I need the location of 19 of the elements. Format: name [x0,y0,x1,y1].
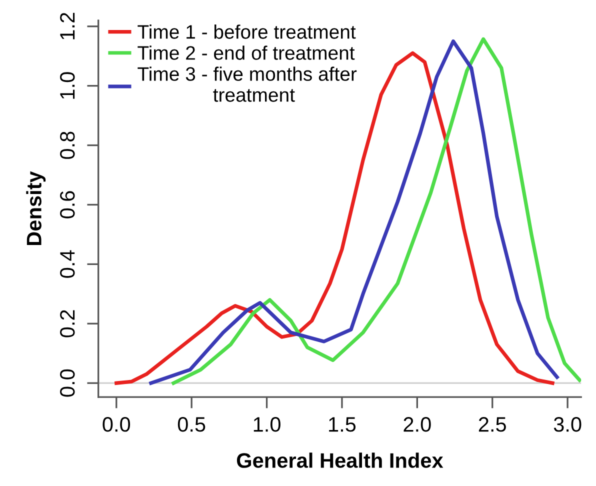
x-tick-label: 2.0 [404,417,431,432]
x-tick-label: 1.0 [254,417,280,432]
y-tick-label: 0.6 [60,191,75,218]
x-tick-label: 2.5 [478,417,506,432]
y-tick-label: 0.4 [60,250,75,278]
x-tick-label: 0.0 [102,417,130,432]
y-tick-label: 0.2 [60,310,75,338]
y-tick-label: 1.2 [60,12,75,40]
legend-label: Time 3 - five months after treatment [138,66,357,102]
y-tick-label: 0.0 [60,369,75,397]
y-tick-label: 0.8 [60,132,75,159]
y-axis-title: Density [26,171,46,245]
legend-label: Time 1 - before treatment [138,24,356,39]
y-tick-label: 1.0 [60,72,75,99]
x-tick-label: 0.5 [178,417,206,432]
legend-label: Time 2 - end of treatment [138,46,355,60]
x-axis-title: General Health Index [236,452,444,468]
x-tick-label: 3.0 [554,417,582,432]
x-tick-label: 1.5 [329,417,356,432]
